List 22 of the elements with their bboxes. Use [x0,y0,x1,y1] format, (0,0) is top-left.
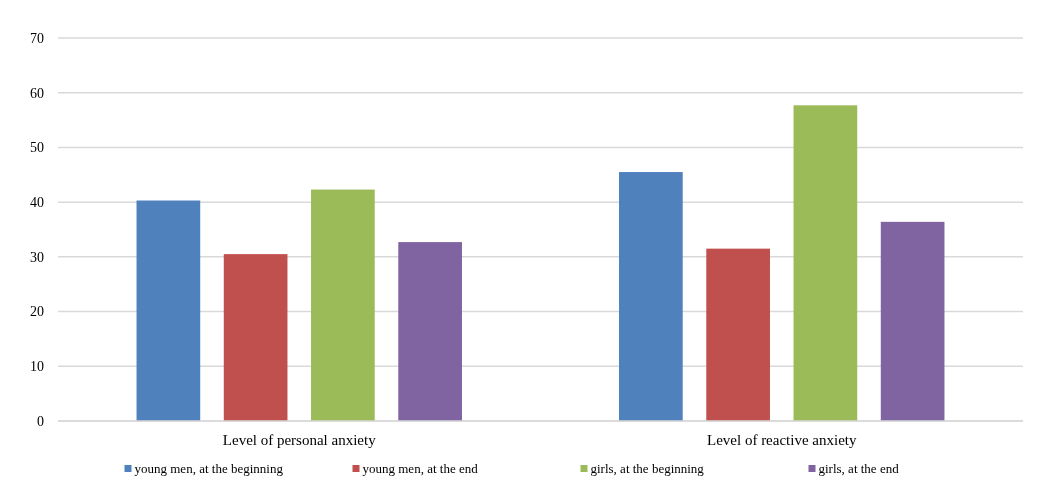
bar [398,242,462,421]
bar [706,248,770,421]
y-tick-label: 40 [30,195,44,211]
y-tick-label: 60 [30,85,44,101]
bar [136,200,201,421]
bar [619,172,683,421]
bar [880,221,945,421]
x-tick-label: Level of personal anxiety [222,432,377,448]
y-tick-label: 20 [30,304,44,320]
legend-label: girls, at the end [818,461,900,476]
legend-label: young men, at the beginning [134,461,284,476]
y-tick-label: 0 [37,413,44,429]
bar [793,105,858,421]
legend-label: girls, at the beginning [590,461,705,476]
x-tick-label: Level of reactive anxiety [706,432,857,448]
y-tick-label: 70 [30,30,44,46]
bar [311,189,375,421]
y-tick-label: 10 [30,359,44,375]
legend-label: young men, at the end [362,461,479,476]
bar [223,254,288,421]
y-tick-label: 50 [30,140,44,156]
y-tick-label: 30 [30,249,44,265]
